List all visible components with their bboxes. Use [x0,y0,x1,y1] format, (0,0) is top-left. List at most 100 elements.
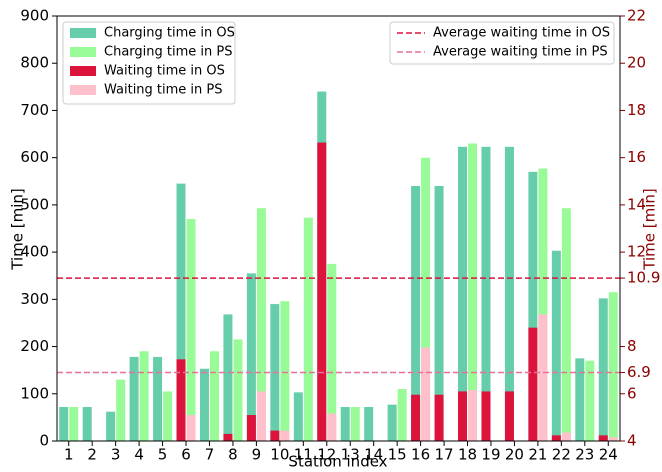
bar [340,407,350,441]
bar [129,356,139,441]
y2-tick-label: 18 [627,101,646,119]
bar [504,391,514,441]
plot-frame [56,15,621,442]
bar [364,407,374,441]
bar [223,314,233,441]
bar [561,432,571,441]
bar [116,379,126,441]
bar [468,143,478,441]
legend-swatch [70,28,96,38]
bar [411,186,421,441]
x-tick-label: 23 [575,446,594,464]
x-tick-label: 7 [205,446,215,464]
y2-tick-label: 6.9 [627,363,651,381]
legend-swatch [70,66,96,76]
x-tick-label: 13 [341,446,360,464]
bar [317,142,327,442]
x-tick-label: 3 [111,446,121,464]
bar [458,391,468,441]
legend-label: Waiting time in PS [104,83,223,98]
bar [293,392,303,441]
bar [69,407,79,441]
bar [327,263,337,441]
y-tick-label: 700 [20,101,49,119]
bar [186,415,196,441]
bar [411,394,421,441]
y-tick-label: 600 [20,148,49,166]
bar [504,146,514,442]
x-tick-label: 8 [228,446,238,464]
bar [468,390,478,441]
x-tick-label: 10 [270,446,289,464]
y-tick-label: 300 [20,290,49,308]
bar [585,360,595,441]
bar [458,146,468,442]
bar [528,171,538,442]
bar [270,430,280,441]
legend-swatch [70,85,96,95]
bar [481,391,491,441]
bar [256,391,266,441]
legend-label: Average waiting time in OS [433,26,610,41]
legend-box [389,21,615,65]
legend-box [62,21,236,105]
bar [561,208,571,441]
bar [280,301,290,441]
bar [246,273,256,441]
bar [434,186,444,441]
y2-axis-label: Time [min] [641,188,659,270]
x-tick-label: 21 [528,446,547,464]
x-axis-label: Station index [288,453,387,471]
bar [551,435,561,441]
x-tick-label: 9 [252,446,262,464]
x-tick-label: 22 [552,446,571,464]
legend-swatch [70,47,96,57]
y-tick-label: 800 [20,54,49,72]
bar [538,314,548,441]
y2-tick-label: 6 [627,384,637,402]
bar [233,339,243,441]
y2-tick-label: 4 [627,432,637,450]
x-tick-label: 2 [87,446,97,464]
x-tick-label: 17 [435,446,454,464]
bar [223,433,233,441]
bar [481,146,491,442]
bar [608,292,618,441]
bar [163,391,173,441]
x-tick-label: 24 [599,446,618,464]
bar [598,435,608,441]
bar [350,407,360,441]
x-tick-label: 15 [388,446,407,464]
x-tick-label: 16 [411,446,430,464]
legend-label: Charging time in OS [104,26,235,41]
y2-tick-label: 12 [627,243,646,261]
x-tick-label: 1 [64,446,74,464]
bar [327,413,337,441]
y-axis-label: Time [min] [9,188,27,270]
y2-tick-label: 16 [627,148,646,166]
bar [598,298,608,441]
y2-tick-label: 10.9 [627,269,660,287]
y2-tick-label: 22 [627,7,646,25]
bar [153,356,163,441]
y-tick-label: 400 [20,243,49,261]
y2-tick-label: 20 [627,54,646,72]
bar [608,437,618,441]
bar [303,217,313,441]
x-tick-label: 20 [505,446,524,464]
y2-tick-label: 8 [627,337,637,355]
bar [246,415,256,441]
bar [139,351,149,441]
legend-label: Average waiting time in PS [433,45,608,60]
bar [421,157,431,441]
x-tick-label: 4 [134,446,144,464]
bar [59,407,69,441]
bar [387,404,397,441]
x-tick-label: 5 [158,446,168,464]
y-tick-label: 100 [20,384,49,402]
y-tick-label: 900 [20,7,49,25]
bar [280,430,290,441]
bar [176,183,186,441]
bar [186,219,196,441]
